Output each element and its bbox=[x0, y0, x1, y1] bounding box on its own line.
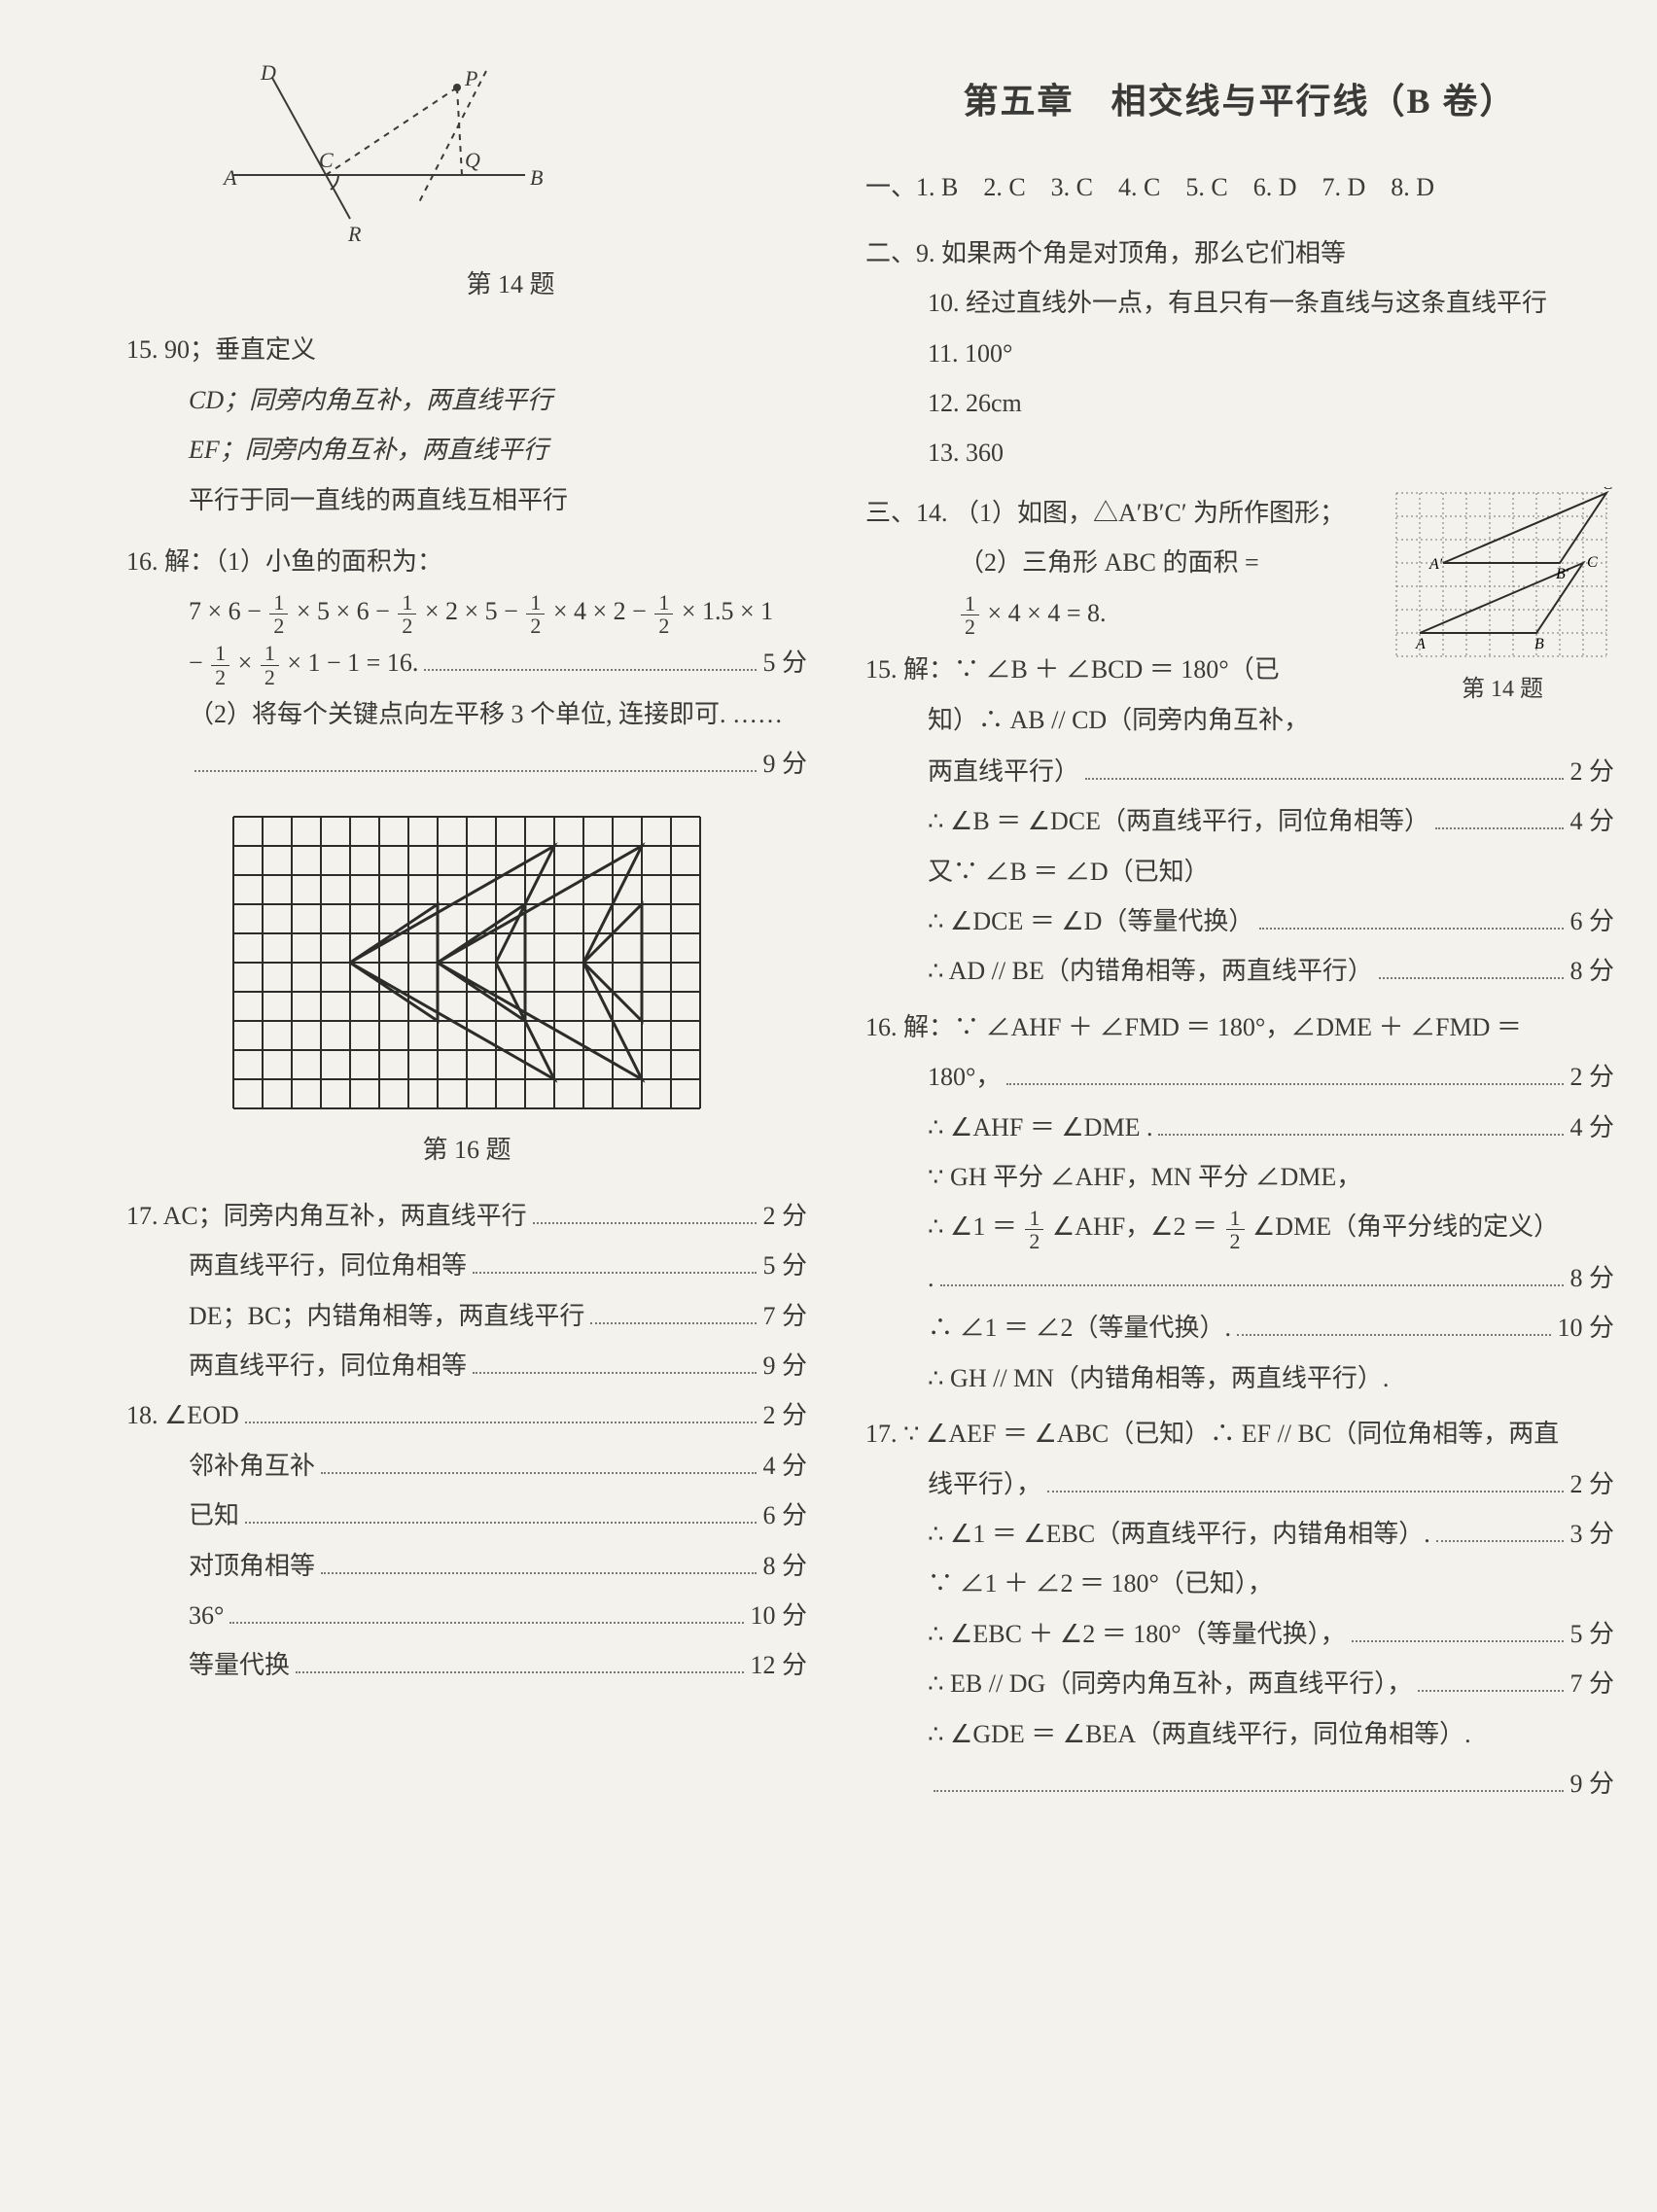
q15-line1: 15. 90；垂直定义 bbox=[126, 326, 807, 373]
b-q11: 11. 100° bbox=[865, 330, 1614, 377]
q16-intro: 16. 解：（1）小鱼的面积为： bbox=[126, 538, 807, 585]
score-label: 5 分 bbox=[1569, 1610, 1614, 1658]
score-label: 2 分 bbox=[1569, 1053, 1614, 1101]
b15-l3: ∴ ∠B ＝ ∠DCE（两直线平行，同位角相等）4 分 bbox=[865, 797, 1614, 845]
figure-14-top: A B C Q D P R 第 14 题 bbox=[214, 58, 807, 308]
q17-l3: DE；BC；内错角相等，两直线平行7 分 bbox=[126, 1292, 807, 1340]
figure-b14-label: 第 14 题 bbox=[1391, 668, 1614, 713]
b-q9: 二、9. 如果两个角是对顶角，那么它们相等 bbox=[865, 229, 1614, 277]
score-label: 5 分 bbox=[762, 639, 807, 686]
b16-l2: 180°，2 分 bbox=[865, 1053, 1614, 1101]
b-q13: 13. 360 bbox=[865, 429, 1614, 476]
b17-l4: ∵ ∠1 ＋ ∠2 ＝ 180°（已知）， bbox=[865, 1560, 1614, 1607]
svg-text:P: P bbox=[464, 66, 477, 90]
q18-l3: 已知6 分 bbox=[126, 1492, 807, 1539]
b17-l6: ∴ EB // DG（同旁内角互补，两直线平行），7 分 bbox=[865, 1660, 1614, 1707]
score-label: 2 分 bbox=[1569, 748, 1614, 795]
figure-16-svg bbox=[224, 807, 710, 1118]
score-label: 2 分 bbox=[762, 1391, 807, 1439]
b15-l5: ∴ ∠DCE ＝ ∠D（等量代换）6 分 bbox=[865, 897, 1614, 945]
section1-answers: 一、1. B 2. C 3. C 4. C 5. C 6. D 7. D 8. … bbox=[865, 163, 1614, 211]
svg-text:D: D bbox=[260, 60, 276, 85]
b16-l8: ∴ GH // MN（内错角相等，两直线平行）. bbox=[865, 1354, 1614, 1402]
chapter-title: 第五章 相交线与平行线（B 卷） bbox=[865, 68, 1614, 134]
svg-text:A: A bbox=[1415, 636, 1426, 652]
q16-part2-pts: 9 分 bbox=[126, 740, 807, 788]
q15-line2: CD；同旁内角互补，两直线平行 bbox=[126, 376, 807, 424]
q17-l1: 17. AC；同旁内角互补，两直线平行2 分 bbox=[126, 1192, 807, 1240]
figure-b14-svg: A B C A′ B′ C′ bbox=[1391, 487, 1614, 662]
svg-text:C: C bbox=[319, 148, 334, 172]
q18-l5: 36°10 分 bbox=[126, 1592, 807, 1639]
b16-l5: ∴ ∠1 ＝ 12 ∠AHF，∠2 ＝ 12 ∠DME（角平分线的定义） bbox=[865, 1203, 1614, 1252]
b15-l2: 两直线平行）2 分 bbox=[865, 748, 1614, 795]
score-label: 10 分 bbox=[750, 1592, 807, 1639]
b-q10: 10. 经过直线外一点，有且只有一条直线与这条直线平行 bbox=[865, 279, 1614, 327]
b-q12: 12. 26cm bbox=[865, 379, 1614, 427]
svg-text:R: R bbox=[347, 222, 362, 246]
score-label: 8 分 bbox=[1569, 947, 1614, 995]
figure-16-label: 第 16 题 bbox=[224, 1126, 710, 1174]
b16-l1: 16. 解：∵ ∠AHF ＋ ∠FMD ＝ 180°，∠DME ＋ ∠FMD ＝ bbox=[865, 1003, 1614, 1051]
q16-expr2: − 12 × 12 × 1 − 1 = 16. 5 分 bbox=[126, 639, 807, 688]
score-label: 6 分 bbox=[762, 1492, 807, 1539]
b17-l1: 17. ∵ ∠AEF ＝ ∠ABC（已知）∴ EF // BC（同位角相等，两直 bbox=[865, 1410, 1614, 1457]
b17-l8: 9 分 bbox=[865, 1760, 1614, 1808]
svg-text:C: C bbox=[1587, 554, 1598, 571]
score-label: 4 分 bbox=[1569, 797, 1614, 845]
right-column: 第五章 相交线与平行线（B 卷） 一、1. B 2. C 3. C 4. C 5… bbox=[865, 58, 1614, 2154]
b17-l2: 线平行），2 分 bbox=[865, 1460, 1614, 1508]
q15-line4: 平行于同一直线的两直线互相平行 bbox=[126, 476, 807, 524]
q18-l1: 18. ∠EOD2 分 bbox=[126, 1391, 807, 1439]
svg-text:B: B bbox=[530, 165, 543, 190]
b17-l3: ∴ ∠1 ＝ ∠EBC（两直线平行，内错角相等）.3 分 bbox=[865, 1510, 1614, 1558]
b16-l4: ∵ GH 平分 ∠AHF，MN 平分 ∠DME， bbox=[865, 1153, 1614, 1201]
score-label: 4 分 bbox=[762, 1442, 807, 1490]
figure-14-label: 第 14 题 bbox=[214, 261, 807, 308]
svg-text:A′: A′ bbox=[1428, 556, 1443, 573]
b15-l4: 又∵ ∠B ＝ ∠D（已知） bbox=[865, 848, 1614, 895]
score-label: 2 分 bbox=[1569, 1460, 1614, 1508]
q16-expr1: 7 × 6 − 12 × 5 × 6 − 12 × 2 × 5 − 12 × 4… bbox=[126, 587, 807, 637]
left-column: A B C Q D P R 第 14 题 15. 90；垂直定义 CD；同旁内角… bbox=[126, 58, 807, 2154]
score-label: 7 分 bbox=[762, 1292, 807, 1340]
score-label: 5 分 bbox=[762, 1242, 807, 1289]
score-label: 3 分 bbox=[1569, 1510, 1614, 1558]
q18-l6: 等量代换12 分 bbox=[126, 1641, 807, 1689]
score-label: 7 分 bbox=[1569, 1660, 1614, 1707]
score-label: 9 分 bbox=[762, 740, 807, 788]
score-label: 10 分 bbox=[1557, 1304, 1614, 1352]
b16-l3: ∴ ∠AHF ＝ ∠DME .4 分 bbox=[865, 1104, 1614, 1151]
score-label: 8 分 bbox=[762, 1542, 807, 1590]
figure-16: 第 16 题 bbox=[224, 807, 710, 1174]
score-label: 8 分 bbox=[1569, 1254, 1614, 1302]
score-label: 2 分 bbox=[762, 1192, 807, 1240]
figure-b14: A B C A′ B′ C′ 第 14 题 bbox=[1391, 487, 1614, 730]
score-label: 4 分 bbox=[1569, 1104, 1614, 1151]
b16-l6: .8 分 bbox=[865, 1254, 1614, 1302]
b16-l7: ∴ ∠1 ＝ ∠2（等量代换）.10 分 bbox=[865, 1304, 1614, 1352]
svg-text:Q: Q bbox=[465, 148, 480, 172]
q16-part2: （2）将每个关键点向左平移 3 个单位, 连接即可. …… bbox=[126, 690, 807, 738]
svg-text:B′: B′ bbox=[1556, 566, 1569, 582]
b15-l6: ∴ AD // BE（内错角相等，两直线平行）8 分 bbox=[865, 947, 1614, 995]
figure-14-svg: A B C Q D P R bbox=[214, 58, 564, 253]
svg-text:A: A bbox=[222, 165, 237, 190]
q18-l4: 对顶角相等8 分 bbox=[126, 1542, 807, 1590]
q18-l2: 邻补角互补4 分 bbox=[126, 1442, 807, 1490]
score-label: 9 分 bbox=[1569, 1760, 1614, 1808]
b17-l7: ∴ ∠GDE ＝ ∠BEA（两直线平行，同位角相等）. bbox=[865, 1710, 1614, 1758]
b14-block: ABCA′B′C′ 第 14 题 三、14. （1）如图，△A′B′C′ 为所作… bbox=[865, 487, 1614, 746]
b17-l5: ∴ ∠EBC ＋ ∠2 ＝ 180°（等量代换），5 分 bbox=[865, 1610, 1614, 1658]
score-label: 12 分 bbox=[750, 1641, 807, 1689]
q17-l2: 两直线平行，同位角相等5 分 bbox=[126, 1242, 807, 1289]
svg-text:C′: C′ bbox=[1603, 487, 1614, 493]
q15-line3: EF；同旁内角互补，两直线平行 bbox=[126, 426, 807, 474]
svg-text:B: B bbox=[1534, 636, 1544, 652]
score-label: 9 分 bbox=[762, 1342, 807, 1389]
q17-l4: 两直线平行，同位角相等9 分 bbox=[126, 1342, 807, 1389]
page: A B C Q D P R 第 14 题 15. 90；垂直定义 CD；同旁内角… bbox=[0, 0, 1657, 2212]
score-label: 6 分 bbox=[1569, 897, 1614, 945]
